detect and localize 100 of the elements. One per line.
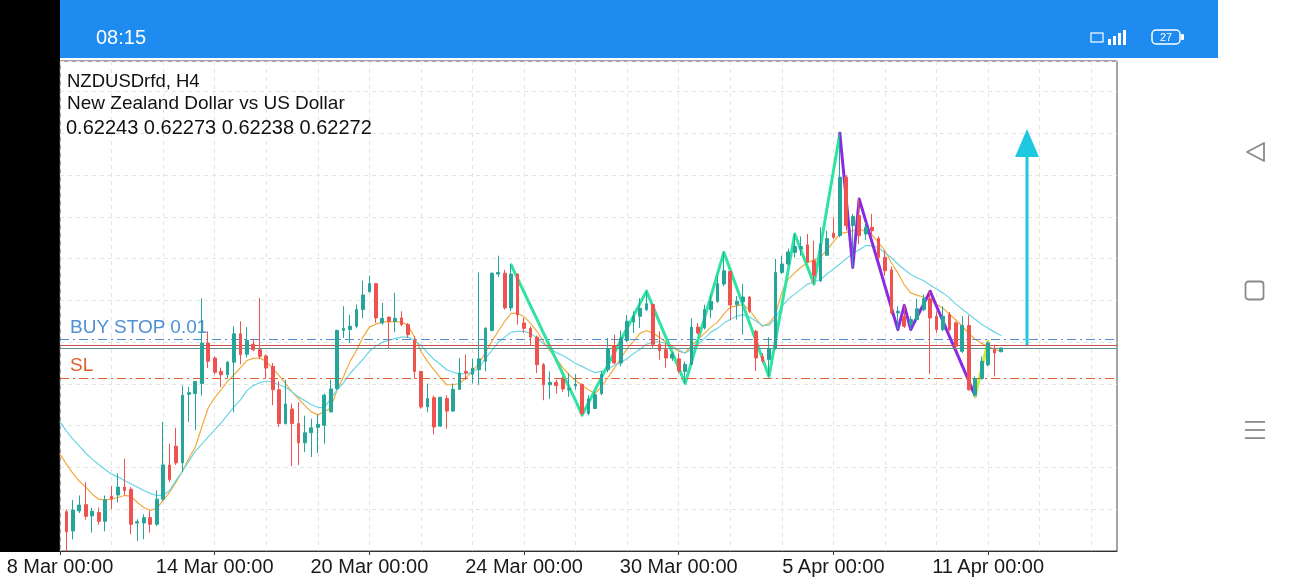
candlestick (703, 304, 706, 331)
candlestick (135, 518, 139, 542)
candlestick (799, 235, 803, 257)
candlestick (561, 375, 565, 393)
candlestick (239, 320, 242, 365)
x-tick-label: 24 Mar 00:00 (465, 555, 583, 577)
candlestick (909, 315, 913, 331)
candlestick (471, 358, 474, 384)
candlestick (857, 198, 861, 245)
candlestick (413, 335, 416, 379)
candlestick (271, 362, 275, 406)
candlestick (754, 329, 758, 372)
candlestick (355, 304, 358, 329)
candlestick (741, 283, 745, 336)
candlestick (110, 485, 113, 510)
candlestick (683, 360, 687, 384)
candlestick (625, 314, 629, 343)
x-tick-label: 30 Mar 00:00 (619, 555, 738, 577)
candlestick (542, 362, 545, 401)
candlestick (677, 352, 681, 374)
candlestick (335, 329, 339, 391)
candlestick (348, 314, 352, 344)
candlestick (65, 508, 68, 552)
candlestick (522, 317, 526, 334)
candlestick (806, 233, 809, 263)
candlestick (374, 282, 378, 324)
candlestick (516, 273, 519, 326)
candlestick (948, 311, 951, 332)
candlestick (161, 421, 165, 502)
candlestick (245, 326, 249, 359)
candlestick (928, 290, 932, 375)
candlestick (103, 494, 107, 532)
candlestick (380, 302, 384, 326)
candlestick (967, 314, 971, 392)
candlestick (277, 380, 281, 428)
candlestick (986, 340, 990, 367)
candlestick (593, 391, 597, 410)
candlestick (464, 354, 468, 381)
candlestick (838, 132, 842, 238)
candlestick (716, 275, 719, 304)
candlestick (690, 317, 693, 366)
candlestick (883, 250, 887, 277)
candlestick (174, 427, 178, 466)
candlestick (567, 372, 571, 398)
x-tick-label: 20 Mar 00:00 (310, 555, 429, 577)
candlestick (181, 385, 184, 473)
candlestick (168, 443, 171, 483)
candlestick (251, 338, 255, 352)
candlestick (980, 355, 984, 381)
candlestick (309, 418, 313, 458)
candlestick (123, 458, 126, 496)
candlestick (606, 337, 610, 373)
candlestick (832, 216, 835, 240)
candlestick (587, 394, 590, 416)
candlestick (600, 370, 603, 396)
candlestick (864, 221, 868, 241)
candlestick (213, 355, 217, 376)
candlestick (77, 494, 81, 514)
x-tick-label: 8 Mar 00:00 (6, 555, 114, 577)
candlestick (419, 370, 423, 410)
candlestick (290, 403, 294, 467)
candlestick (329, 379, 333, 413)
candlestick (232, 325, 236, 413)
candlestick (761, 352, 764, 364)
candlestick (438, 396, 442, 428)
candlestick (735, 295, 739, 321)
candlestick (400, 310, 403, 327)
candlestick (509, 264, 513, 312)
candlestick (490, 271, 494, 332)
candlestick (780, 255, 784, 275)
candlestick (812, 240, 816, 285)
annotation: 0.62243 0.62273 0.62238 0.62272 (66, 116, 372, 138)
candlestick (193, 380, 197, 431)
candlestick (496, 255, 500, 278)
candlestick (960, 315, 964, 354)
candlestick (264, 353, 268, 380)
candlestick (722, 251, 726, 287)
candlestick (97, 507, 101, 526)
candlestick (219, 367, 223, 388)
candlestick (148, 510, 152, 534)
candlestick (670, 351, 674, 362)
candlestick (258, 297, 262, 360)
x-tick-label: 5 Apr 00:00 (782, 555, 885, 577)
candlestick (658, 330, 661, 361)
x-tick-label: 14 Mar 00:00 (155, 555, 274, 577)
candlestick (664, 342, 668, 369)
candlestick (877, 235, 880, 260)
candlestick (793, 233, 797, 258)
candlestick (922, 294, 926, 312)
candlestick (941, 305, 945, 332)
candlestick (774, 258, 777, 351)
candlestick (426, 383, 429, 413)
candlestick (851, 213, 855, 268)
ref-line-label: SL (70, 354, 94, 376)
candlestick (619, 329, 623, 367)
candlestick (786, 248, 790, 267)
candlestick (915, 298, 919, 322)
candlestick (503, 269, 507, 311)
candlestick (612, 334, 616, 365)
candlestick (342, 305, 345, 339)
